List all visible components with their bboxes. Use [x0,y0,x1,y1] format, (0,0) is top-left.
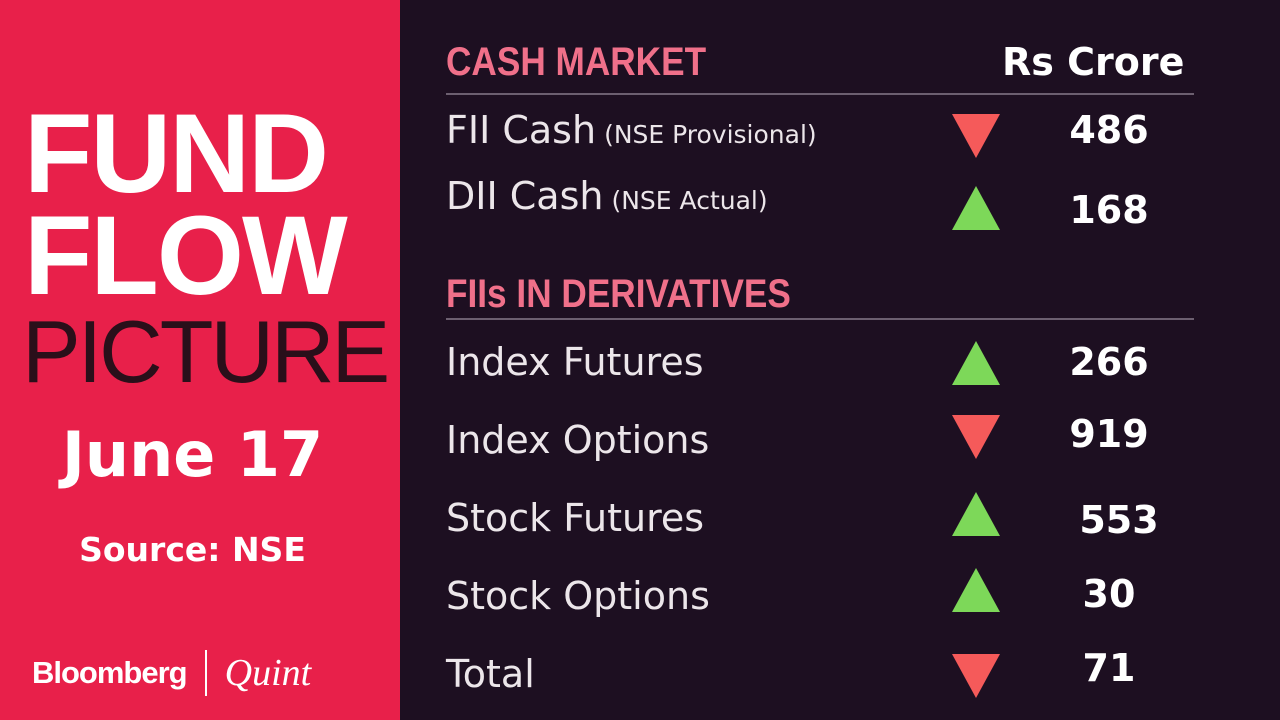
row-stock-futures: Stock Futures 553 [446,492,1206,556]
logo-divider [204,650,207,696]
row-value: 553 [1079,498,1159,542]
row-label: Total [446,652,535,696]
unit-label: Rs Crore [1002,40,1185,84]
row-fii-cash: FII Cash (NSE Provisional) 486 [446,108,1206,168]
row-value: 71 [1082,646,1136,690]
date: June 17 [61,418,324,491]
derivatives-heading: FIIs IN DERIVATIVES [446,272,791,316]
row-dii-cash: DII Cash (NSE Actual) 168 [446,174,1206,234]
row-value: 30 [1082,572,1136,616]
up-arrow-icon [952,492,1000,536]
row-label: Stock Futures [446,496,705,540]
title-line-fund: FUND [24,91,329,216]
row-index-futures: Index Futures 266 [446,340,1206,400]
bloombergquint-logo: Bloomberg Quint [32,650,311,696]
divider [446,93,1194,95]
title-line-picture: PICTURE [22,302,390,401]
divider [446,318,1194,320]
title-panel: FUND FLOW PICTURE June 17 Source: NSE Bl… [0,0,400,720]
row-value: 486 [1069,108,1149,152]
down-arrow-icon [952,114,1000,158]
up-arrow-icon [952,341,1000,385]
row-value: 168 [1069,188,1149,232]
row-label: Stock Options [446,574,710,618]
source: Source: NSE [79,530,306,569]
row-value: 266 [1069,340,1149,384]
title-line-flow: FLOW [24,193,348,318]
row-index-options: Index Options 919 [446,412,1206,478]
row-label: Index Options [446,418,710,462]
logo-bloomberg: Bloomberg [32,655,188,690]
up-arrow-icon [952,186,1000,230]
row-value: 919 [1069,412,1149,456]
row-total: Total 71 [446,646,1206,712]
up-arrow-icon [952,568,1000,612]
row-label: DII Cash (NSE Actual) [446,174,768,218]
down-arrow-icon [952,654,1000,698]
cash-market-heading: CASH MARKET [446,40,707,84]
down-arrow-icon [952,415,1000,459]
row-label: FII Cash (NSE Provisional) [446,108,817,152]
row-stock-options: Stock Options 30 [446,568,1206,634]
logo-quint: Quint [224,652,312,694]
row-label: Index Futures [446,340,704,384]
